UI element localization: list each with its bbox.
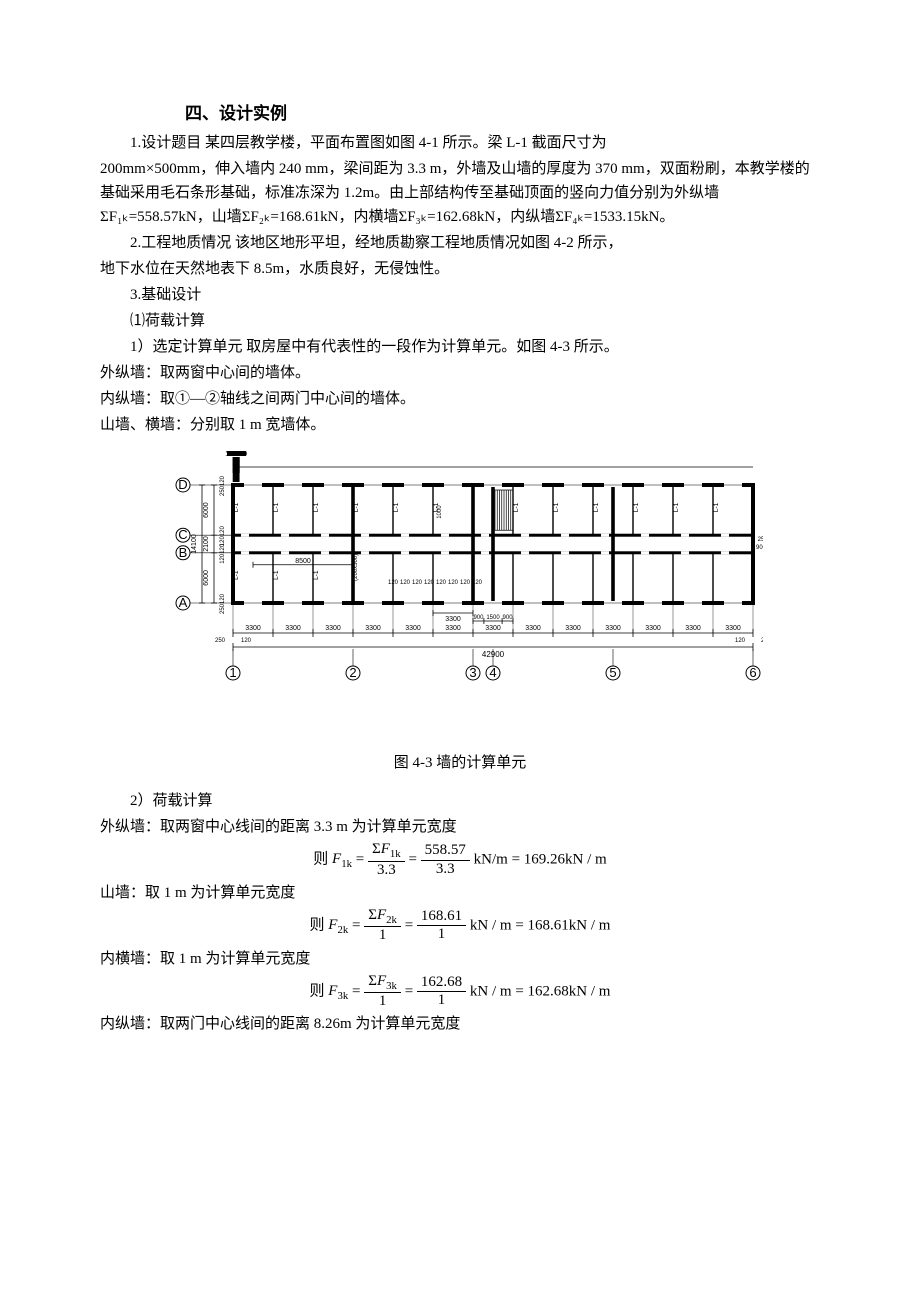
svg-text:3300: 3300 — [525, 625, 541, 632]
para-3: 3.基础设计 — [100, 283, 820, 307]
svg-text:L-1: L-1 — [512, 503, 519, 513]
svg-text:120: 120 — [459, 580, 470, 586]
svg-text:250: 250 — [220, 604, 226, 615]
para-2-rest: 地下水位在天然地表下 8.5m，水质良好，无侵蚀性。 — [100, 257, 820, 281]
para-12: 内横墙：取 1 m 为计算单元宽度 — [100, 947, 820, 971]
svg-text:120: 120 — [220, 594, 226, 605]
svg-text:1000: 1000 — [231, 451, 247, 458]
svg-text:3300: 3300 — [645, 625, 661, 632]
svg-text:L-1: L-1 — [552, 503, 559, 513]
svg-text:3300: 3300 — [325, 625, 341, 632]
svg-text:120: 120 — [220, 553, 226, 564]
figure-4-3: 1000180015001800150018001500180015001800… — [100, 447, 820, 745]
svg-text:L-1: L-1 — [232, 503, 239, 513]
section-heading: 四、设计实例 — [100, 100, 820, 127]
para-2-line1: 2.工程地质情况 该地区地形平坦，经地质勘察工程地质情况如图 4-2 所示， — [100, 231, 820, 255]
para-9: 2）荷载计算 — [100, 789, 820, 813]
svg-text:4: 4 — [489, 665, 496, 680]
para-8: 山墙、横墙：分别取 1 m 宽墙体。 — [100, 413, 820, 437]
svg-text:120: 120 — [471, 580, 482, 586]
figure-4-3-caption: 图 4-3 墙的计算单元 — [100, 751, 820, 775]
svg-text:1000: 1000 — [437, 505, 443, 519]
svg-text:D: D — [178, 477, 187, 492]
svg-text:120: 120 — [387, 580, 398, 586]
svg-text:L-1: L-1 — [312, 570, 319, 580]
para-10: 外纵墙：取两窗中心线间的距离 3.3 m 为计算单元宽度 — [100, 815, 820, 839]
svg-text:250: 250 — [214, 638, 225, 644]
svg-text:2: 2 — [349, 665, 356, 680]
svg-text:3300: 3300 — [565, 625, 581, 632]
svg-text:L-1: L-1 — [272, 503, 279, 513]
svg-text:3300: 3300 — [485, 625, 501, 632]
svg-text:5: 5 — [609, 665, 616, 680]
svg-text:3300: 3300 — [365, 625, 381, 632]
svg-text:120: 120 — [220, 543, 226, 554]
svg-text:L-1: L-1 — [312, 503, 319, 513]
svg-text:3300: 3300 — [245, 625, 261, 632]
svg-text:L-1: L-1 — [712, 503, 719, 513]
svg-text:B: B — [178, 545, 187, 560]
svg-text:120: 120 — [411, 580, 422, 586]
svg-text:120: 120 — [734, 638, 745, 644]
para-1-rest: 200mm×500mm，伸入墙内 240 mm，梁间距为 3.3 m，外墙及山墙… — [100, 157, 820, 229]
svg-text:A: A — [178, 595, 187, 610]
svg-text:3300: 3300 — [605, 625, 621, 632]
svg-text:6000: 6000 — [203, 570, 210, 586]
svg-text:L-1: L-1 — [392, 503, 399, 513]
svg-text:120: 120 — [220, 476, 226, 487]
equation-1: 则 F1k = ΣF1k3.3 = 558.573.3 kN/m = 169.2… — [100, 841, 820, 879]
para-11: 山墙：取 1 m 为计算单元宽度 — [100, 881, 820, 905]
svg-text:L-1: L-1 — [592, 503, 599, 513]
svg-text:3: 3 — [469, 665, 476, 680]
svg-text:900: 900 — [473, 615, 484, 621]
svg-text:8500: 8500 — [295, 558, 311, 565]
svg-text:14100: 14100 — [191, 534, 198, 554]
svg-text:2100: 2100 — [203, 536, 210, 552]
svg-text:120: 120 — [399, 580, 410, 586]
svg-text:120: 120 — [435, 580, 446, 586]
svg-text:L-1: L-1 — [632, 503, 639, 513]
svg-text:6000: 6000 — [203, 502, 210, 518]
svg-text:L-1: L-1 — [232, 570, 239, 580]
para-1-line1: 1.设计题目 某四层教学楼，平面布置图如图 4-1 所示。梁 L-1 截面尺寸为 — [100, 131, 820, 155]
svg-text:3300: 3300 — [285, 625, 301, 632]
svg-text:1500: 1500 — [486, 615, 500, 621]
svg-text:120: 120 — [220, 526, 226, 537]
svg-text:3300: 3300 — [445, 625, 461, 632]
svg-text:120: 120 — [447, 580, 458, 586]
equation-2: 则 F2k = ΣF2k1 = 168.611 kN / m = 168.61k… — [100, 907, 820, 945]
para-13: 内纵墙：取两门中心线间的距离 8.26m 为计算单元宽度 — [100, 1012, 820, 1036]
svg-text:(200x500): (200x500) — [353, 554, 359, 581]
svg-text:C: C — [178, 527, 187, 542]
svg-text:3300: 3300 — [405, 625, 421, 632]
svg-text:3300: 3300 — [445, 616, 461, 623]
svg-text:900: 900 — [502, 615, 513, 621]
equation-3: 则 F3k = ΣF3k1 = 162.681 kN / m = 162.68k… — [100, 973, 820, 1011]
svg-text:250: 250 — [220, 486, 226, 497]
svg-text:L-1: L-1 — [272, 570, 279, 580]
svg-text:25: 25 — [757, 537, 762, 543]
svg-text:L-1: L-1 — [352, 503, 359, 513]
para-6: 外纵墙：取两窗中心间的墙体。 — [100, 361, 820, 385]
para-5: 1）选定计算单元 取房屋中有代表性的一段作为计算单元。如图 4-3 所示。 — [100, 335, 820, 359]
svg-text:3300: 3300 — [725, 625, 741, 632]
svg-text:250: 250 — [761, 638, 763, 644]
svg-text:120: 120 — [423, 580, 434, 586]
para-7: 内纵墙：取①—②轴线之间两门中心间的墙体。 — [100, 387, 820, 411]
svg-text:3300: 3300 — [685, 625, 701, 632]
floor-plan-svg: 1000180015001800150018001500180015001800… — [158, 447, 763, 737]
svg-text:6: 6 — [749, 665, 756, 680]
para-4: ⑴荷载计算 — [100, 309, 820, 333]
svg-text:L-1: L-1 — [672, 503, 679, 513]
svg-text:120: 120 — [241, 638, 252, 644]
svg-text:900: 900 — [755, 545, 762, 551]
svg-text:1: 1 — [229, 665, 236, 680]
